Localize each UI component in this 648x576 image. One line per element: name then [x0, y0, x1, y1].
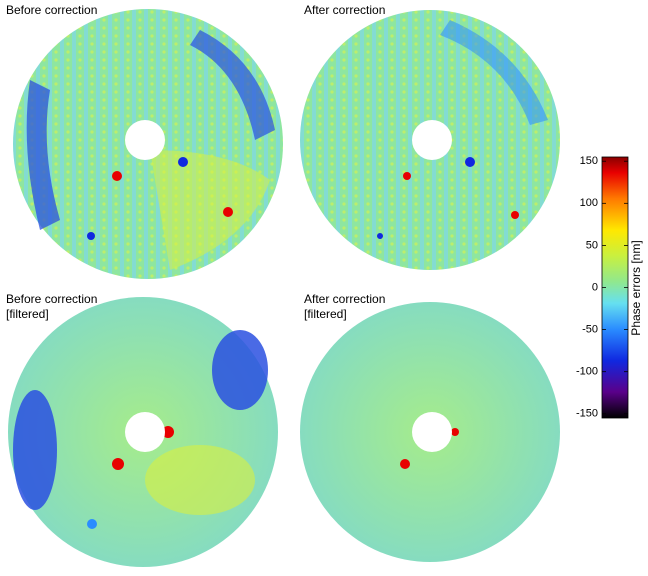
tick-label: -150: [576, 408, 598, 420]
tick-label: 150: [580, 155, 598, 167]
panel-title: Before correction: [6, 292, 97, 306]
panel-title: Before correction: [6, 3, 97, 17]
tick-label: -100: [576, 366, 598, 378]
panel-image: [13, 9, 283, 279]
tick-label: 0: [592, 281, 598, 293]
tick-label: 100: [580, 197, 598, 209]
panel-title: After correction: [304, 292, 385, 306]
colorbar: [601, 156, 629, 419]
panel-image: [300, 302, 560, 562]
panel-title: After correction: [304, 3, 385, 17]
panel-image: [8, 297, 278, 567]
panel-subtitle: [filtered]: [304, 307, 347, 321]
tick-label: -50: [582, 324, 598, 336]
panel-image: [300, 10, 560, 270]
colorbar-label: Phase errors [nm]: [629, 240, 643, 335]
panel-subtitle: [filtered]: [6, 307, 49, 321]
tick-label: 50: [586, 239, 598, 251]
